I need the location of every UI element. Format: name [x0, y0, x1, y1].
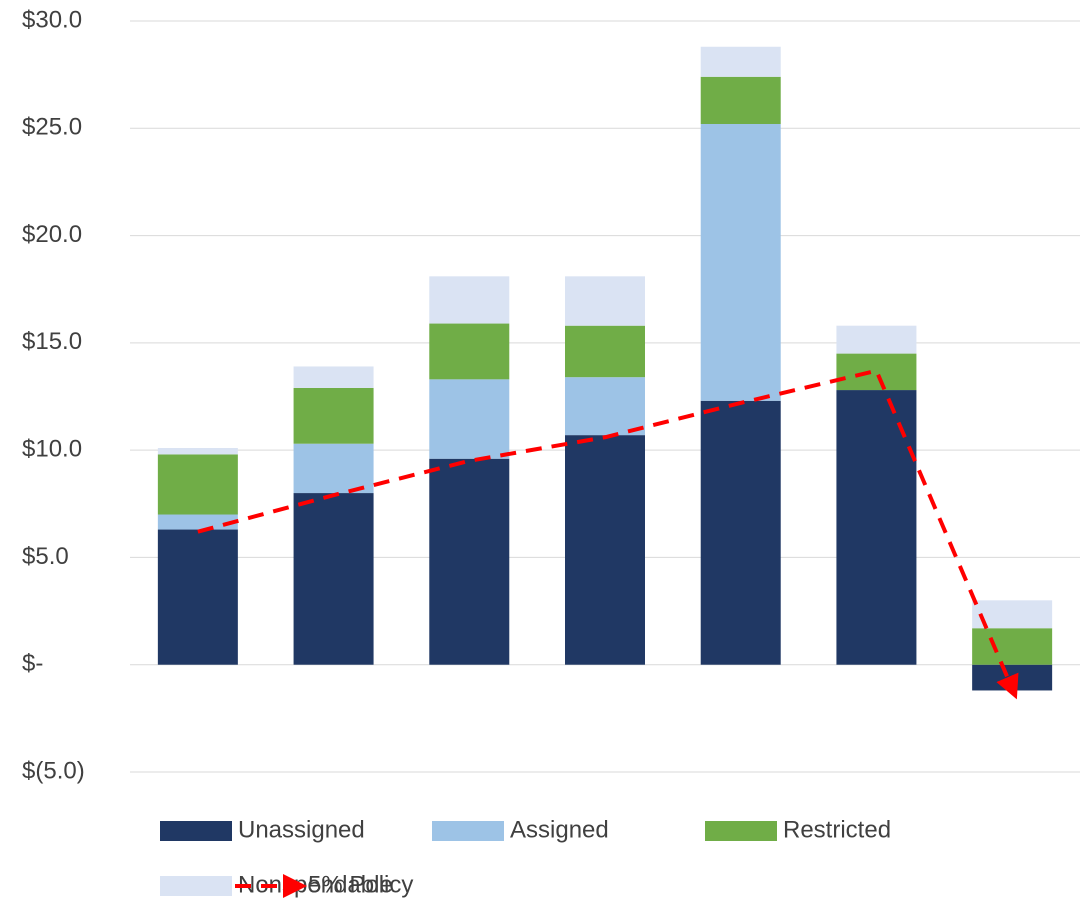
legend-item: 5% Policy	[235, 871, 413, 898]
policy-line	[197, 368, 1019, 700]
bar-segment	[836, 325, 917, 354]
bar-segment	[700, 76, 781, 124]
y-tick-label: $15.0	[22, 328, 82, 355]
bar-segment	[836, 353, 917, 391]
bar-segment	[293, 387, 374, 444]
bar-segment	[157, 447, 238, 455]
y-tick-label: $5.0	[22, 543, 69, 570]
legend-item: Assigned	[432, 816, 609, 843]
bar-segment	[157, 454, 238, 515]
bar-segment	[429, 276, 510, 324]
legend-swatch	[160, 876, 232, 896]
legend-label: Unassigned	[238, 816, 365, 843]
legend-swatch	[160, 821, 232, 841]
y-tick-label: $25.0	[22, 114, 82, 141]
y-tick-label: $10.0	[22, 435, 82, 462]
legend-swatch	[705, 821, 777, 841]
bar-segment	[565, 435, 645, 665]
bar-segment	[700, 123, 781, 401]
bar-segment	[565, 276, 645, 326]
bar-segment	[429, 323, 510, 380]
legend-swatch	[432, 821, 504, 841]
bar-segment	[157, 514, 238, 530]
bar-segment	[293, 443, 374, 494]
bar-segment	[429, 379, 510, 459]
y-tick-label: $-	[22, 650, 43, 677]
y-tick-label: $(5.0)	[22, 757, 85, 784]
bar-segment	[700, 400, 781, 665]
bar-segment	[565, 325, 645, 378]
bar-segment	[157, 529, 238, 665]
bar-segment	[429, 458, 510, 665]
bar-segment	[293, 493, 374, 665]
legend-item: Restricted	[705, 816, 891, 843]
legend-label: 5% Policy	[308, 871, 413, 898]
y-tick-label: $30.0	[22, 6, 82, 33]
legend-label: Assigned	[510, 816, 609, 843]
legend-item: Unassigned	[160, 816, 365, 843]
bar-segment	[700, 46, 781, 77]
y-tick-label: $20.0	[22, 221, 82, 248]
bar-segment	[293, 366, 374, 388]
bar-segment	[972, 628, 1053, 665]
legend-item: Nonspendable	[160, 871, 393, 898]
legend-label: Restricted	[783, 816, 891, 843]
bar-segment	[565, 377, 645, 436]
